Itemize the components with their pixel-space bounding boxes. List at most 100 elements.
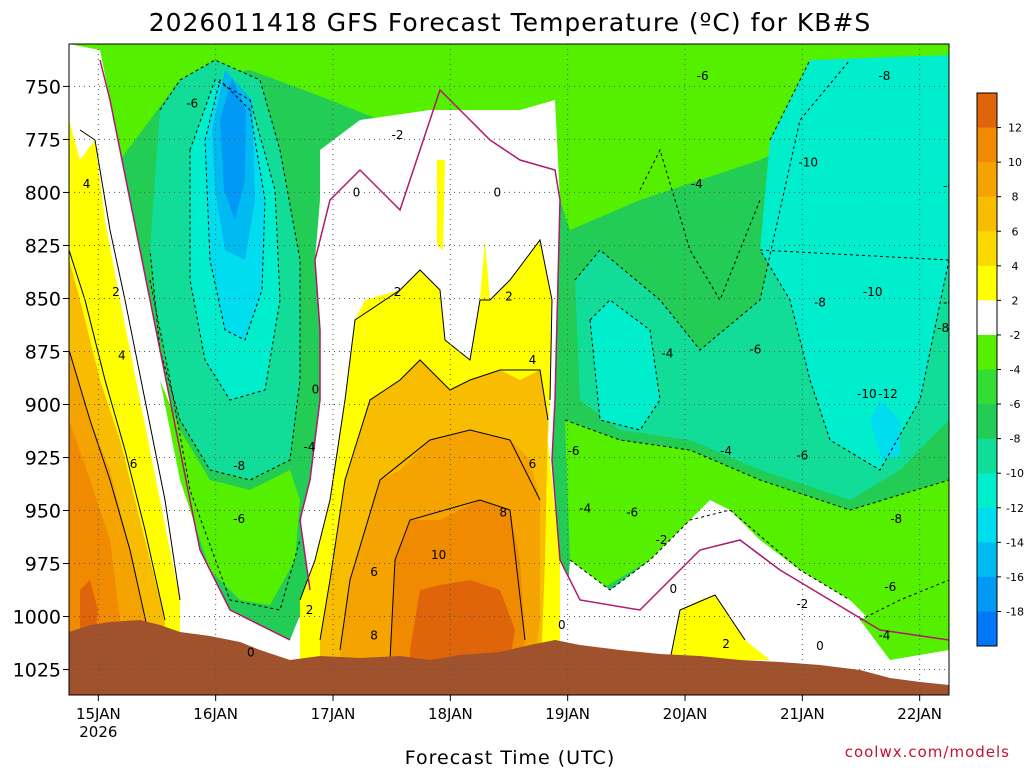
contour-line: [149, 279, 301, 611]
colorbar-swatch: [977, 162, 997, 198]
colorbar-label: -10: [1006, 467, 1024, 480]
contour-label: 2: [722, 637, 730, 651]
contour-label: 4: [83, 177, 91, 191]
y-tick-label: 850: [25, 288, 61, 310]
colorbar-swatch: [977, 127, 997, 163]
colorbar-swatch: [977, 334, 997, 370]
zero-isotherm: [99, 59, 949, 641]
colorbar-label: -14: [1006, 536, 1024, 549]
contour-label: -12: [878, 387, 898, 401]
y-tick-label: 1025: [13, 660, 61, 682]
contour-label: 8: [370, 629, 378, 643]
contour-label: -6: [884, 580, 896, 594]
x-tick-label: 16JAN: [193, 705, 238, 723]
contour-label: 6: [370, 565, 378, 579]
contour-label: -4: [304, 440, 316, 454]
contour-label: -2: [392, 128, 404, 142]
contour-label: -6: [796, 448, 808, 462]
contour-label: 10: [431, 548, 446, 562]
colorbar-label: -4: [1010, 364, 1021, 377]
contour-label: -4: [661, 347, 673, 361]
region-darkblue-left: [220, 78, 246, 220]
contour-line: [299, 88, 949, 641]
contour-label: 0: [312, 383, 320, 397]
contour-lines-dashed: [149, 59, 949, 621]
contour-line: [859, 579, 949, 621]
contour-label: -8: [814, 296, 826, 310]
contour-label: 0: [816, 639, 824, 653]
contour-label: -4: [579, 501, 591, 515]
contour-line: [99, 59, 291, 641]
plot-area: -6 -2 0 0 -6 -8 -10 -6 -4 4 2 2 2 4 4 0 -4 -8 -6 6 6 8 -6 -4 -6 -…: [69, 44, 949, 695]
y-tick-label: 900: [25, 394, 61, 416]
credit-link[interactable]: coolwx.com/models: [845, 743, 1010, 761]
region-cyan-right: [760, 55, 949, 470]
contour-label: -6: [626, 506, 638, 520]
contour-label: -10: [863, 285, 883, 299]
contour-label: -10: [798, 156, 818, 170]
colorbar-swatch: [977, 473, 997, 509]
contour-label: -6: [697, 69, 709, 83]
contour-line: [339, 429, 541, 651]
contour-label: -4: [720, 444, 732, 458]
x-tick-label: 22JAN: [897, 705, 942, 723]
contour-label: 0: [493, 185, 501, 199]
contour-label: 8: [499, 506, 507, 520]
colorbar-swatch: [977, 507, 997, 543]
y-tick-label: 1000: [13, 607, 61, 629]
colorbar-label: -18: [1006, 605, 1024, 618]
colorbar-label: -12: [1006, 502, 1024, 515]
contour-label: -6: [186, 96, 198, 110]
y-tick-label: 800: [25, 182, 61, 204]
contour-label: 0: [353, 185, 361, 199]
colorbar-swatch: [977, 542, 997, 578]
contour-line: [564, 419, 949, 511]
x-tick-label: 18JAN: [428, 705, 473, 723]
colorbar-label: 8: [1012, 191, 1019, 204]
gridlines: [69, 44, 949, 695]
colorbar-swatch: [977, 265, 997, 301]
colorbar-label: 12: [1008, 122, 1022, 135]
contour-labels: -6 -2 0 0 -6 -8 -10 -6 -4 4 2 2 2 4 4 0 -4 -8 -6 6 6 8 -6 -4 -6 -…: [83, 69, 949, 660]
region-yellow-20jan: [670, 595, 770, 660]
contour-line: [299, 238, 553, 601]
contour-label: -2: [796, 597, 808, 611]
x-tick-label: 20JAN: [663, 705, 708, 723]
colorbar-label: 6: [1012, 225, 1019, 238]
region-white-right-low: [560, 500, 949, 695]
y-tick-label: 775: [25, 129, 61, 151]
contour-line: [319, 359, 549, 641]
y-tick-label: 975: [25, 554, 61, 576]
colorbar-label: -8: [1010, 433, 1021, 446]
y-tick-label: 925: [25, 448, 61, 470]
y-tick-label: 825: [25, 235, 61, 257]
colorbar-swatch: [977, 231, 997, 267]
colorbar-swatch: [977, 611, 997, 647]
y-tick-label: 875: [25, 341, 61, 363]
x-tick-label: 17JAN: [311, 705, 356, 723]
contour-label: 0: [558, 618, 566, 632]
contour-label: 0: [669, 582, 677, 596]
contour-label: 2: [112, 285, 120, 299]
contour-label: -6: [568, 444, 580, 458]
colorbar: 12 10 8 6 4 2 -2 -4 -6 -8 -10 -12 -14 -16 -18: [976, 92, 1024, 647]
colorbar-swatch: [977, 576, 997, 612]
contour-label: -6: [233, 512, 245, 526]
contour-label: 6: [529, 457, 537, 471]
colorbar-swatch: [977, 369, 997, 405]
contour-line: [149, 59, 301, 481]
x-tick-label: 19JAN: [545, 705, 590, 723]
contour-label: 2: [306, 603, 314, 617]
contour-line: [669, 594, 746, 661]
contour-line: [204, 79, 266, 341]
region-cyan-mid: [590, 300, 660, 430]
contour-label: 4: [529, 353, 537, 367]
colorbar-label: -6: [1010, 398, 1021, 411]
contour-line: [569, 509, 851, 601]
contour-label: -4: [691, 177, 703, 191]
region-lightgreen-lowleft: [160, 380, 300, 605]
contour-line: [79, 129, 181, 601]
y-tick-label: 750: [25, 76, 61, 98]
